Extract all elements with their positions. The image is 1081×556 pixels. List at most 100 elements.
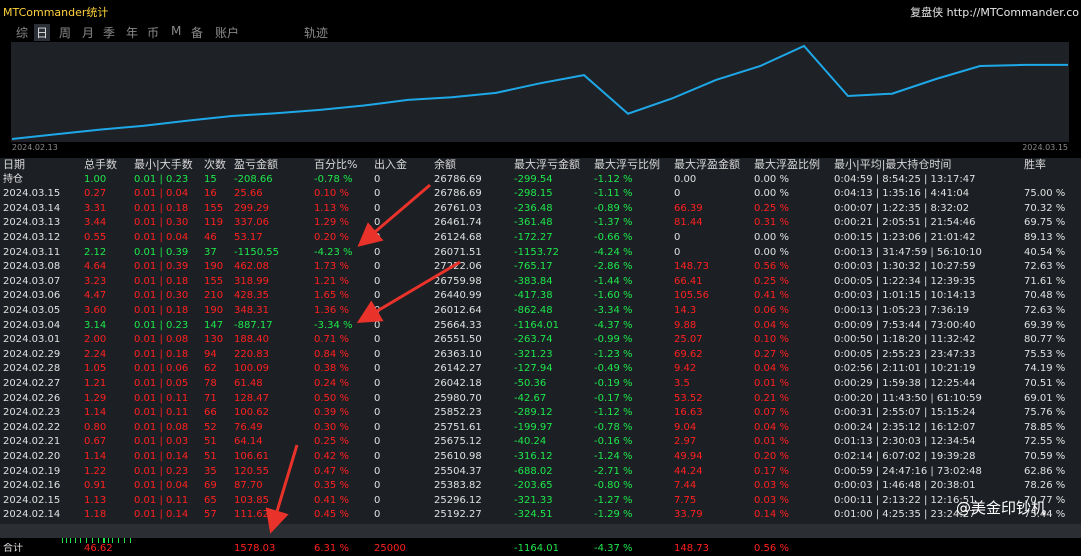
tab-8[interactable]: 备 [191,26,204,40]
hold-row[interactable]: 持仓 1.00 0.01 | 0.23 15 -208.66 -0.78 % 0 26786.… [0,173,1081,188]
cell-date: 2024.03.11 [3,246,61,258]
cell-hold_time: 0:00:31 | 2:55:07 | 15:15:24 [834,407,976,419]
table-row[interactable]: 2024.02.20 1.14 0.01 | 0.14 51 106.61 0.42 % 0… [0,450,1081,465]
table-row[interactable]: 2024.02.27 1.21 0.01 | 0.05 78 61.48 0.24 % 0 2… [0,377,1081,392]
table-row[interactable]: 2024.03.08 4.64 0.01 | 0.39 190 462.08 1.73 %… [0,260,1081,275]
cell-hold_time: 0:00:03 | 1:30:32 | 10:27:59 [834,261,976,273]
cell-win: 80.77 % [1024,334,1066,346]
cell-date: 2024.02.19 [3,465,61,477]
cell-pnl: 103.85 [234,494,269,506]
column-header[interactable]: 总手数 [84,158,117,171]
cell-max_loss: -172.27 [514,232,553,243]
cell-lots: 0.91 [84,480,107,492]
table-row[interactable]: 2024.03.06 4.47 0.01 | 0.30 210 428.35 1.65 %… [0,289,1081,304]
tab-10[interactable]: 轨迹 [304,26,329,40]
column-header[interactable]: 最大浮亏比例 [594,158,660,171]
table-row[interactable]: 2024.02.21 0.67 0.01 | 0.03 51 64.14 0.25 % 0 2… [0,435,1081,450]
column-header[interactable]: 最大浮亏金额 [514,158,580,171]
strip-tick [75,538,76,543]
cell-pct: 0.30 % [314,421,349,433]
table-row[interactable]: 2024.03.13 3.44 0.01 | 0.30 119 337.06 1.29 %… [0,216,1081,231]
column-header[interactable]: 盈亏金额 [234,158,278,171]
cell-hold_time: 0:02:14 | 6:07:02 | 19:39:28 [834,451,976,462]
tab-3[interactable]: 月 [82,26,95,40]
column-header[interactable]: 日期 [3,158,25,171]
column-header[interactable]: 最大浮盈比例 [754,158,820,171]
table-row[interactable]: 2024.02.15 1.13 0.01 | 0.11 65 103.85 0.41 % 0… [0,494,1081,509]
cell-count: 57 [204,509,217,521]
cell-hold_time: 0:00:59 | 24:47:16 | 73:02:48 [834,465,982,477]
cell-max_profit: 66.39 [674,202,703,214]
cell-hold_time: 0:01:00 | 4:25:35 | 23:24:27 [834,509,976,521]
column-header[interactable]: 余额 [434,158,456,171]
cell-lots: 4.64 [84,261,107,273]
cell-balance: 25675.12 [434,436,482,448]
cell-date: 2024.02.14 [3,509,61,521]
tab-6[interactable]: 币 [147,26,160,40]
cell-max_loss_pct: -1.29 % [594,509,633,521]
cell-pnl: 318.99 [234,275,269,287]
cell-max_loss: -40.24 [514,436,547,448]
cell-max_loss: -862.48 [514,305,553,316]
table-row[interactable]: 2024.02.23 1.14 0.01 | 0.11 66 100.62 0.39 % 0… [0,406,1081,421]
cell-max_profit_pct: 0.25 % [754,275,789,287]
cell-lots: 1.18 [84,509,107,521]
table-row[interactable]: 2024.03.04 3.14 0.01 | 0.23 147 -887.17 -3.34… [0,319,1081,334]
table-row[interactable]: 2024.02.16 0.91 0.01 | 0.04 69 87.70 0.35 % 0 2… [0,479,1081,494]
cell-max_profit: 105.56 [674,290,709,302]
cell-minmax: 0.01 | 0.18 [134,348,189,360]
tab-2[interactable]: 周 [59,26,72,40]
sum-max_profit_pct: 0.56 % [754,542,789,554]
cell-max_profit_pct: 0.04 % [754,363,789,375]
column-header[interactable]: 次数 [204,158,226,171]
cell-count: 15 [204,173,217,185]
table-row[interactable]: 2024.02.29 2.24 0.01 | 0.18 94 220.83 0.84 % 0… [0,348,1081,363]
table-row[interactable]: 2024.03.15 0.27 0.01 | 0.04 16 25.66 0.10 % 0 2… [0,187,1081,202]
tab-4[interactable]: 季 [103,26,116,40]
table-row[interactable]: 2024.02.28 1.05 0.01 | 0.06 62 100.09 0.38 % 0… [0,362,1081,377]
column-header[interactable]: 出入金 [374,158,407,171]
cell-max_loss: -383.84 [514,275,553,287]
table-row[interactable]: 2024.02.14 1.18 0.01 | 0.14 57 111.62 0.45 % 0… [0,508,1081,523]
cell-lots: 3.31 [84,202,107,214]
tab-1[interactable]: 日 [34,24,51,41]
cell-hold_time: 0:00:09 | 7:53:44 | 73:00:40 [834,319,976,331]
cell-count: 51 [204,451,217,462]
table-row[interactable]: 2024.02.19 1.22 0.01 | 0.23 35 120.55 0.47 % 0… [0,465,1081,480]
cell-max_profit_pct: 0.14 % [754,509,789,521]
cell-lots: 2.12 [84,246,107,258]
tab-0[interactable]: 综 [16,26,29,40]
cell-count: 94 [204,348,217,360]
brand-url[interactable]: http://MTCommander.co [946,6,1079,19]
cell-flow: 0 [374,319,381,331]
cell-flow: 0 [374,407,381,419]
table-row[interactable]: 2024.03.14 3.31 0.01 | 0.18 155 299.29 1.13 %… [0,202,1081,217]
cell-lots: 1.22 [84,465,107,477]
table-row[interactable]: 2024.02.26 1.29 0.01 | 0.11 71 128.47 0.50 % 0… [0,392,1081,407]
table-row[interactable]: 2024.03.05 3.60 0.01 | 0.18 190 348.31 1.36 %… [0,304,1081,319]
column-header[interactable]: 最小|大手数 [134,158,193,171]
table-row[interactable]: 2024.03.12 0.55 0.01 | 0.04 46 53.17 0.20 % 0 2… [0,231,1081,246]
table-row[interactable]: 2024.03.11 2.12 0.01 | 0.39 37 -1150.55 -4.23… [0,246,1081,261]
table-row[interactable]: 2024.03.07 3.23 0.01 | 0.18 155 318.99 1.21 %… [0,275,1081,290]
column-header[interactable]: 最小|平均|最大持仓时间 [834,158,952,171]
cell-balance: 26786.69 [434,188,482,200]
cell-hold_time: 0:00:05 | 1:22:34 | 12:39:35 [834,275,976,287]
tab-9[interactable]: 账户 [215,26,240,40]
table-row[interactable]: 2024.02.22 0.80 0.01 | 0.08 52 76.49 0.30 % 0 2… [0,421,1081,436]
column-header[interactable]: 百分比% [314,158,358,171]
cell-lots: 3.14 [84,319,107,331]
cell-hold_time: 0:00:13 | 31:47:59 | 56:10:10 [834,246,982,258]
cell-minmax: 0.01 | 0.39 [134,261,189,273]
tab-7[interactable]: M [171,24,182,38]
cell-pct: -0.78 % [314,173,353,185]
column-header[interactable]: 胜率 [1024,158,1046,171]
strip-tick [80,538,81,543]
brand-link[interactable]: 复盘侠 http://MTCommander.co [910,4,1079,20]
tab-5[interactable]: 年 [126,26,139,40]
table-row[interactable]: 2024.03.01 2.00 0.01 | 0.08 130 188.40 0.71 %… [0,333,1081,348]
cell-max_profit_pct: 0.20 % [754,451,789,462]
cell-minmax: 0.01 | 0.14 [134,509,189,521]
cell-lots: 2.00 [84,334,107,346]
column-header[interactable]: 最大浮盈金额 [674,158,740,171]
